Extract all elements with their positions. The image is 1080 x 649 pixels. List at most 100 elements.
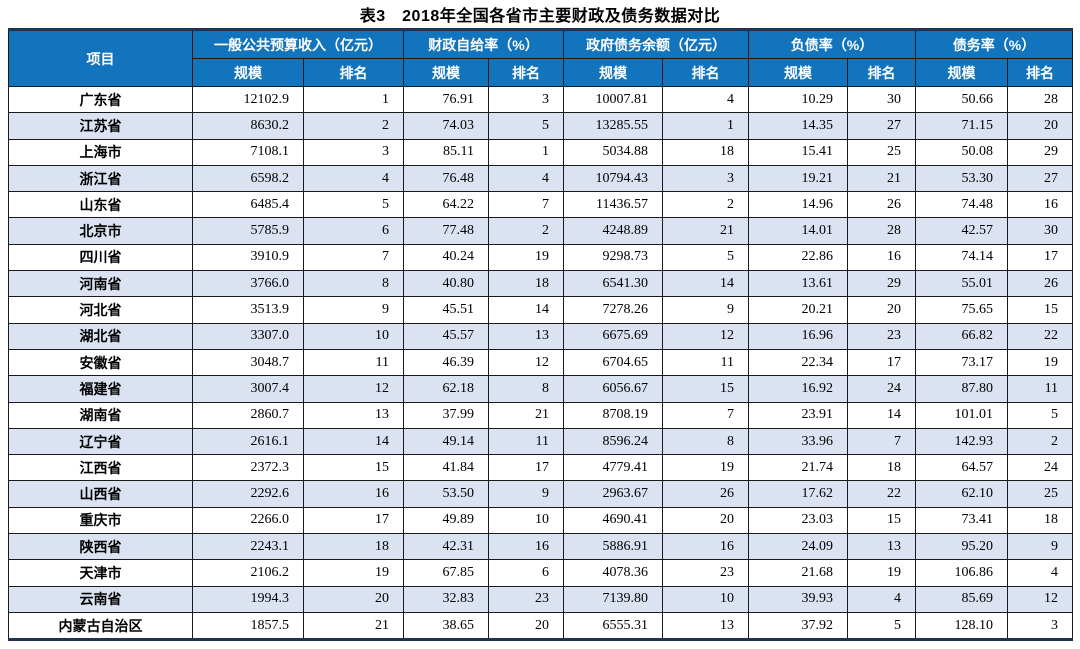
province-cell: 山东省: [8, 191, 193, 219]
scale-value-cell: 46.39: [403, 348, 489, 377]
scale-value-cell: 5886.91: [563, 533, 664, 561]
scale-value-cell: 2963.67: [563, 480, 664, 508]
scale-value-cell: 7139.80: [563, 585, 664, 613]
rank-value-cell: 5: [662, 243, 750, 272]
table-row: 四川省 3910.9 7 40.24 19 9298.73 5 22.86 16 74.14 17: [8, 243, 1074, 272]
rank-value-cell: 19: [487, 243, 565, 272]
rank-value-cell: 28: [847, 217, 917, 245]
scale-value-cell: 38.65: [403, 611, 489, 641]
table-row: 江西省 2372.3 15 41.84 17 4779.41 19 21.74 18 64.57 2…: [8, 454, 1074, 482]
scale-value-cell: 6555.31: [563, 611, 664, 641]
rank-value-cell: 23: [662, 559, 750, 587]
rank-value-cell: 8: [662, 427, 750, 456]
header-scale-1: 规模: [192, 58, 304, 87]
scale-value-cell: 5785.9: [192, 217, 304, 245]
table-row: 广东省 12102.9 1 76.91 3 10007.81 4 10.29 30 50.66 28: [8, 85, 1074, 114]
scale-value-cell: 22.34: [748, 348, 849, 377]
rank-value-cell: 1: [303, 85, 404, 114]
header-group-debt-to-gdp: 负债率（%）: [748, 29, 917, 59]
scale-value-cell: 23.03: [748, 506, 849, 535]
scale-value-cell: 106.86: [915, 559, 1009, 587]
table-row: 辽宁省 2616.1 14 49.14 11 8596.24 8 33.96 7 142.93 2: [8, 427, 1074, 456]
rank-value-cell: 8: [303, 270, 404, 298]
rank-value-cell: 18: [662, 138, 750, 166]
province-cell: 湖北省: [8, 322, 193, 350]
rank-value-cell: 13: [662, 611, 750, 641]
table-title: 表3 2018年全国各省市主要财政及债务数据对比: [359, 8, 721, 25]
scale-value-cell: 50.08: [915, 138, 1009, 166]
header-group-debt-ratio: 债务率（%）: [915, 29, 1074, 59]
scale-value-cell: 75.65: [915, 296, 1009, 324]
scale-value-cell: 20.21: [748, 296, 849, 324]
header-rank-2: 排名: [487, 58, 565, 87]
rank-value-cell: 21: [303, 611, 404, 641]
province-cell: 湖南省: [8, 401, 193, 429]
scale-value-cell: 19.21: [748, 164, 849, 193]
header-group-row: 项目 一般公共预算收入（亿元） 财政自给率（%） 政府债务余额（亿元） 负债率（…: [8, 29, 1074, 87]
rank-value-cell: 11: [487, 427, 565, 456]
rank-value-cell: 16: [1007, 191, 1074, 219]
rank-value-cell: 21: [847, 164, 917, 193]
province-cell: 广东省: [8, 85, 193, 114]
province-cell: 四川省: [8, 243, 193, 272]
scale-value-cell: 45.51: [403, 296, 489, 324]
province-cell: 江苏省: [8, 112, 193, 140]
scale-value-cell: 4690.41: [563, 506, 664, 535]
rank-value-cell: 14: [487, 296, 565, 324]
scale-value-cell: 40.24: [403, 243, 489, 272]
scale-value-cell: 17.62: [748, 480, 849, 508]
rank-value-cell: 12: [487, 348, 565, 377]
scale-value-cell: 21.68: [748, 559, 849, 587]
rank-value-cell: 2: [487, 217, 565, 245]
table-row: 江苏省 8630.2 2 74.03 5 13285.55 1 14.35 27 71.15 20: [8, 112, 1074, 140]
scale-value-cell: 74.03: [403, 112, 489, 140]
rank-value-cell: 3: [487, 85, 565, 114]
rank-value-cell: 14: [303, 427, 404, 456]
scale-value-cell: 67.85: [403, 559, 489, 587]
scale-value-cell: 3766.0: [192, 270, 304, 298]
rank-value-cell: 9: [1007, 533, 1074, 561]
scale-value-cell: 2243.1: [192, 533, 304, 561]
scale-value-cell: 2266.0: [192, 506, 304, 535]
rank-value-cell: 15: [662, 375, 750, 403]
province-cell: 河南省: [8, 270, 193, 298]
rank-value-cell: 13: [847, 533, 917, 561]
table-row: 福建省 3007.4 12 62.18 8 6056.67 15 16.92 24 87.80 11: [8, 375, 1074, 403]
rank-value-cell: 10: [662, 585, 750, 613]
scale-value-cell: 62.18: [403, 375, 489, 403]
scale-value-cell: 142.93: [915, 427, 1009, 456]
header-group-budget-revenue: 一般公共预算收入（亿元）: [192, 29, 404, 59]
scale-value-cell: 16.92: [748, 375, 849, 403]
rank-value-cell: 5: [487, 112, 565, 140]
rank-value-cell: 23: [487, 585, 565, 613]
table-row: 天津市 2106.2 19 67.85 6 4078.36 23 21.68 19 106.86 4: [8, 559, 1074, 587]
rank-value-cell: 7: [847, 427, 917, 456]
scale-value-cell: 85.69: [915, 585, 1009, 613]
table-row: 北京市 5785.9 6 77.48 2 4248.89 21 14.01 28 42.57 30: [8, 217, 1074, 245]
table-header: 项目 一般公共预算收入（亿元） 财政自给率（%） 政府债务余额（亿元） 负债率（…: [8, 29, 1074, 87]
header-scale-4: 规模: [748, 58, 849, 87]
province-cell: 安徽省: [8, 348, 193, 377]
scale-value-cell: 13.61: [748, 270, 849, 298]
fiscal-debt-table: 项目 一般公共预算收入（亿元） 财政自给率（%） 政府债务余额（亿元） 负债率（…: [8, 28, 1074, 642]
scale-value-cell: 10007.81: [563, 85, 664, 114]
scale-value-cell: 23.91: [748, 401, 849, 429]
header-scale-5: 规模: [915, 58, 1009, 87]
scale-value-cell: 6056.67: [563, 375, 664, 403]
rank-value-cell: 13: [303, 401, 404, 429]
scale-value-cell: 77.48: [403, 217, 489, 245]
rank-value-cell: 1: [662, 112, 750, 140]
rank-value-cell: 26: [847, 191, 917, 219]
rank-value-cell: 20: [847, 296, 917, 324]
province-cell: 重庆市: [8, 506, 193, 535]
rank-value-cell: 16: [487, 533, 565, 561]
scale-value-cell: 85.11: [403, 138, 489, 166]
rank-value-cell: 12: [303, 375, 404, 403]
rank-value-cell: 13: [487, 322, 565, 350]
province-cell: 内蒙古自治区: [8, 611, 193, 641]
rank-value-cell: 7: [487, 191, 565, 219]
table-row: 河南省 3766.0 8 40.80 18 6541.30 14 13.61 29 55.01 26: [8, 270, 1074, 298]
rank-value-cell: 9: [487, 480, 565, 508]
rank-value-cell: 9: [303, 296, 404, 324]
scale-value-cell: 21.74: [748, 454, 849, 482]
